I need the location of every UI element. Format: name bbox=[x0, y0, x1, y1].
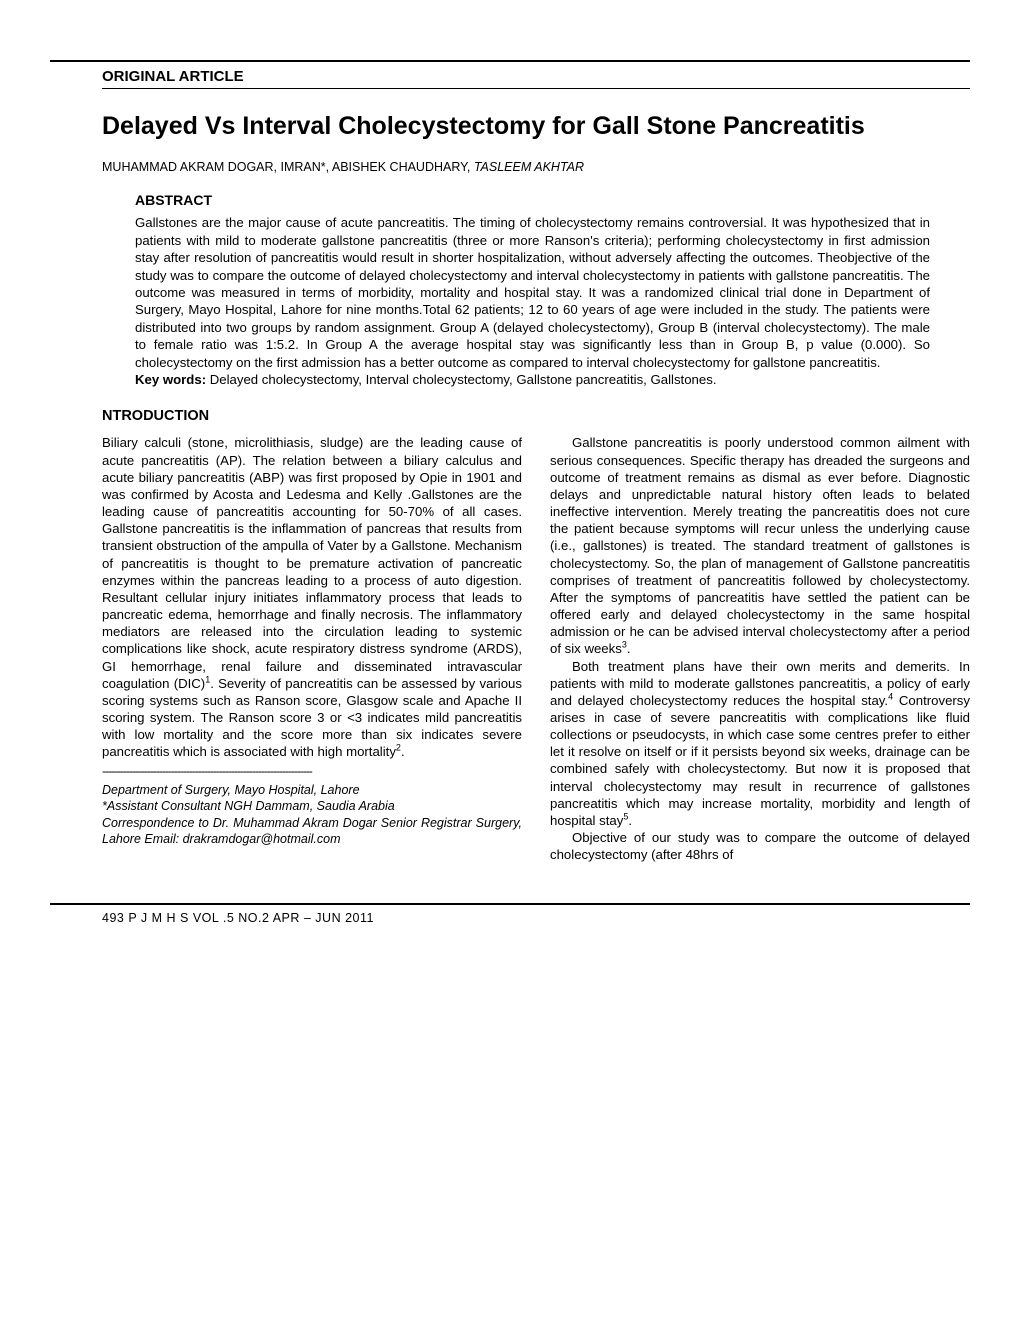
authors: MUHAMMAD AKRAM DOGAR, IMRAN*, ABISHEK CH… bbox=[102, 160, 970, 174]
right-paragraph-2: Both treatment plans have their own meri… bbox=[550, 658, 970, 830]
left-column: Biliary calculi (stone, microlithiasis, … bbox=[102, 434, 522, 863]
under-rule bbox=[102, 88, 970, 89]
right-paragraph-3: Objective of our study was to compare th… bbox=[550, 829, 970, 863]
footer-rule bbox=[50, 903, 970, 905]
right-column: Gallstone pancreatitis is poorly underst… bbox=[550, 434, 970, 863]
affil-line-2: *Assistant Consultant NGH Dammam, Saudia… bbox=[102, 799, 395, 813]
authors-italic: TASLEEM AKHTAR bbox=[474, 160, 584, 174]
abstract-body: Gallstones are the major cause of acute … bbox=[135, 214, 930, 388]
top-rule bbox=[50, 60, 970, 62]
affiliation-divider: ----------------------------------------… bbox=[102, 764, 522, 780]
authors-plain: MUHAMMAD AKRAM DOGAR, IMRAN*, ABISHEK CH… bbox=[102, 160, 474, 174]
footer-text: 493 P J M H S VOL .5 NO.2 APR – JUN 2011 bbox=[102, 911, 970, 925]
section-label: ORIGINAL ARTICLE bbox=[102, 68, 970, 85]
introduction-heading: NTRODUCTION bbox=[102, 408, 970, 424]
abstract-heading: ABSTRACT bbox=[135, 192, 930, 208]
abstract: ABSTRACT Gallstones are the major cause … bbox=[135, 192, 930, 388]
affiliation-block: Department of Surgery, Mayo Hospital, La… bbox=[102, 782, 522, 847]
keywords-label: Key words: bbox=[135, 372, 206, 387]
abstract-text: Gallstones are the major cause of acute … bbox=[135, 215, 930, 369]
affil-line-3: Correspondence to Dr. Muhammad Akram Dog… bbox=[102, 816, 522, 846]
right-paragraph-1: Gallstone pancreatitis is poorly underst… bbox=[550, 434, 970, 657]
intro-paragraph-1: Biliary calculi (stone, microlithiasis, … bbox=[102, 434, 522, 760]
body-columns: Biliary calculi (stone, microlithiasis, … bbox=[102, 434, 970, 863]
keywords-text: Delayed cholecystectomy, Interval cholec… bbox=[206, 372, 716, 387]
article-title: Delayed Vs Interval Cholecystectomy for … bbox=[102, 111, 970, 142]
affil-line-1: Department of Surgery, Mayo Hospital, La… bbox=[102, 783, 360, 797]
